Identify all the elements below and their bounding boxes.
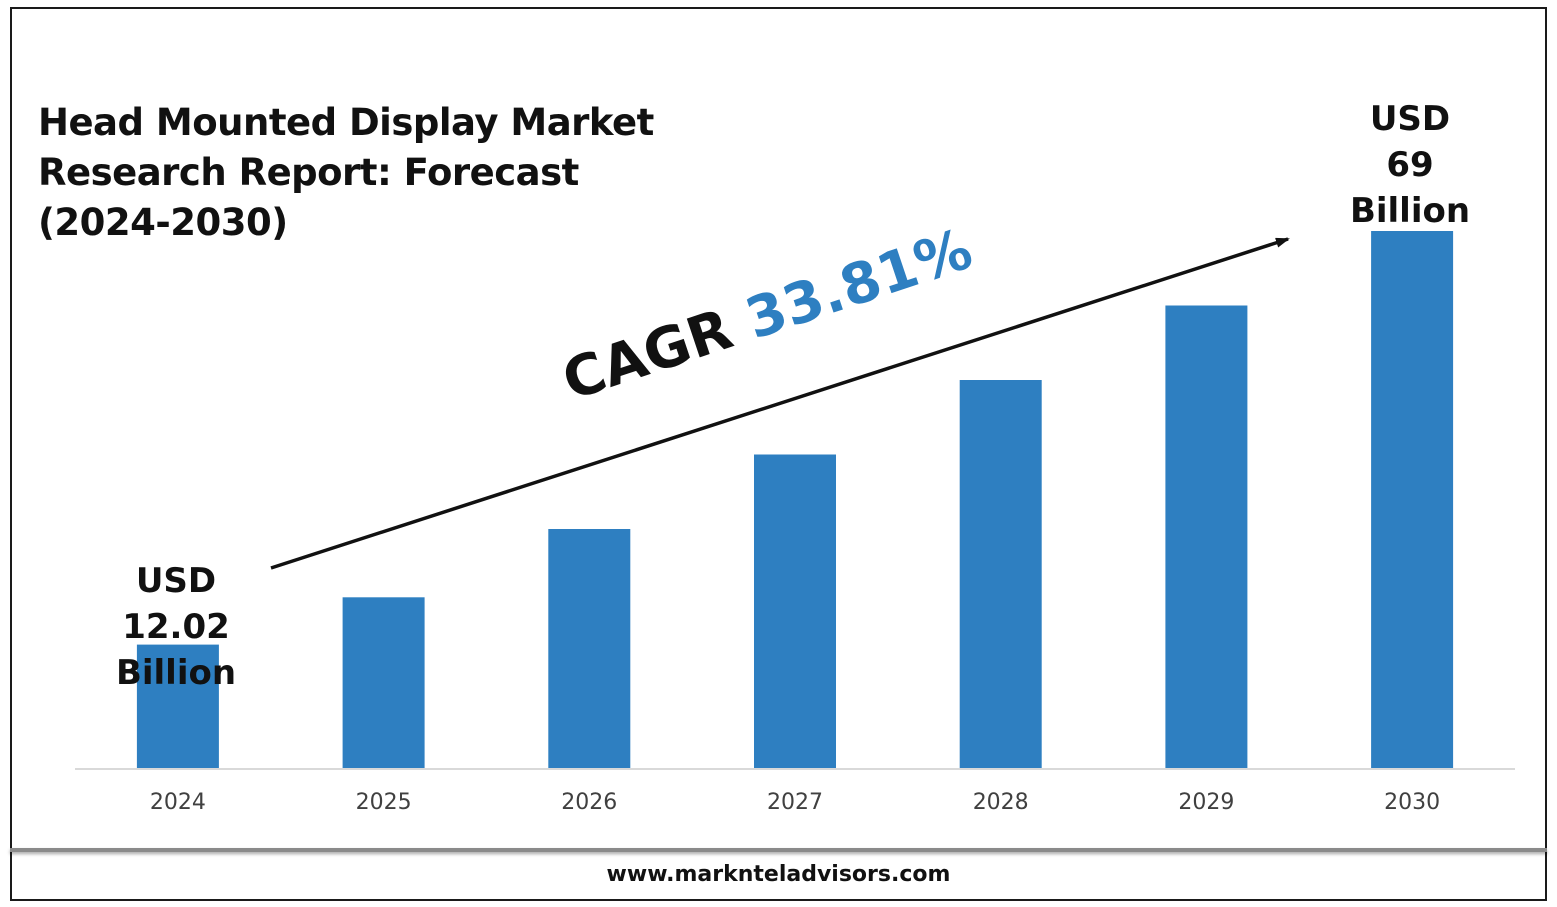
x-tick-label-2024: 2024 xyxy=(150,790,206,815)
bar-2026 xyxy=(548,529,631,769)
x-tick-label-2028: 2028 xyxy=(973,790,1029,815)
start-value-currency: USD xyxy=(135,561,217,601)
end-value-amount: 69 xyxy=(1386,145,1434,185)
bar-2027 xyxy=(754,454,836,769)
start-value-unit: Billion xyxy=(115,653,237,693)
bar-2029 xyxy=(1165,305,1248,769)
growth-arrow xyxy=(270,237,1290,570)
start-value-amount: 12.02 xyxy=(122,607,230,647)
bar-2030 xyxy=(1371,231,1454,769)
x-tick-label-2027: 2027 xyxy=(767,790,823,815)
bar-2028 xyxy=(959,380,1042,769)
chart-title: Head Mounted Display Market Research Rep… xyxy=(38,101,654,244)
bars-group xyxy=(136,231,1454,769)
x-tick-label-2030: 2030 xyxy=(1384,790,1440,815)
end-value-label: USD 69 Billion xyxy=(1330,96,1490,234)
x-axis-labels: 2024 2025 2026 2027 2028 2029 2030 xyxy=(150,790,1440,815)
x-tick-label-2025: 2025 xyxy=(356,790,412,815)
x-tick-label-2029: 2029 xyxy=(1178,790,1234,815)
x-tick-label-2026: 2026 xyxy=(561,790,617,815)
end-value-unit: Billion xyxy=(1349,191,1471,231)
source-url: www.marknteladvisors.com xyxy=(606,862,951,887)
bar-2025 xyxy=(342,597,425,769)
start-value-label: USD 12.02 Billion xyxy=(96,558,256,696)
footer-divider xyxy=(10,848,1547,852)
end-value-currency: USD xyxy=(1369,99,1451,139)
bar-2024 xyxy=(136,644,219,769)
